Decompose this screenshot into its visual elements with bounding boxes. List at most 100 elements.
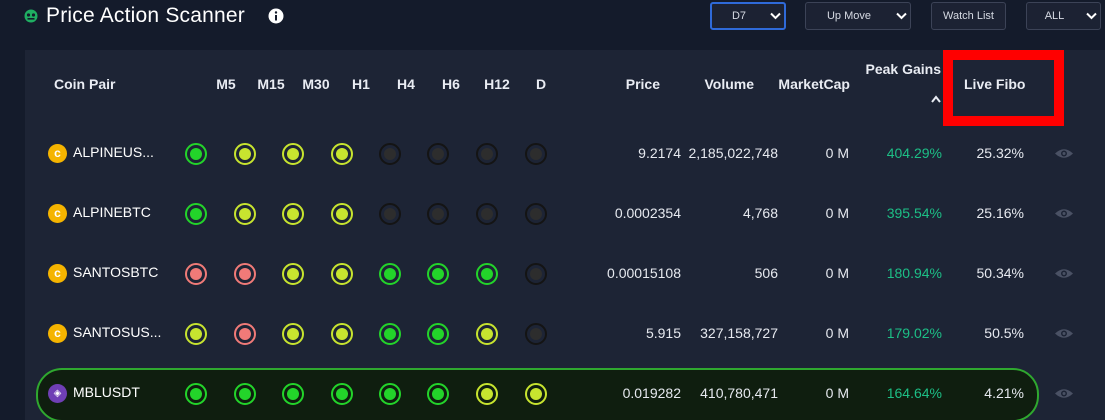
col-volume[interactable]: Volume <box>704 76 754 92</box>
signal-dot-h4 <box>379 383 401 405</box>
signal-dot-h1 <box>331 203 353 225</box>
coin-pair-label[interactable]: SANTOSUS... <box>73 324 162 340</box>
filter-select-value: ALL <box>1044 10 1065 22</box>
chevron-down-icon <box>766 12 784 20</box>
signal-dot-h12 <box>476 323 498 345</box>
signal-dot-m5 <box>185 263 207 285</box>
signal-dot-h6 <box>427 383 449 405</box>
peak-gains-cell: 179.02% <box>886 325 942 341</box>
signal-dot-m5 <box>185 323 207 345</box>
filter-select[interactable]: ALL <box>1026 2 1101 30</box>
col-m5[interactable]: M5 <box>216 76 236 92</box>
col-h12[interactable]: H12 <box>484 76 510 92</box>
coin-icon <box>48 204 67 223</box>
price-cell: 5.915 <box>645 325 681 341</box>
coin-icon <box>48 384 67 403</box>
col-marketcap[interactable]: MarketCap <box>778 76 850 92</box>
timeframe-select-value: D7 <box>731 10 747 22</box>
signal-dot-h12 <box>476 203 498 225</box>
coin-pair-label[interactable]: ALPINEUS... <box>73 144 154 160</box>
eye-icon[interactable] <box>1054 267 1074 280</box>
signal-dot-h1 <box>331 323 353 345</box>
signal-dot-m5 <box>185 143 207 165</box>
volume-cell: 410,780,471 <box>700 385 778 401</box>
signal-dot-h4 <box>379 323 401 345</box>
col-h4[interactable]: H4 <box>397 76 415 92</box>
signal-dot-h1 <box>331 383 353 405</box>
price-cell: 0.00015108 <box>607 265 681 281</box>
signal-dot-m30 <box>282 323 304 345</box>
peak-gains-cell: 180.94% <box>886 265 942 281</box>
col-d[interactable]: D <box>535 76 547 92</box>
signal-dot-h12 <box>476 143 498 165</box>
signal-dot-d <box>525 383 547 405</box>
table-row[interactable]: ALPINEUS... 9.2174 2,185,022,748 0 M 404.29%… <box>25 123 1105 183</box>
col-m15[interactable]: M15 <box>257 76 285 92</box>
price-cell: 0.019282 <box>622 385 681 401</box>
signal-dot-m15 <box>234 323 256 345</box>
table-row[interactable]: ALPINEBTC 0.0002354 4,768 0 M 395.54% 25.16% <box>25 183 1105 243</box>
signal-dot-h12 <box>476 263 498 285</box>
price-cell: 9.2174 <box>638 145 681 161</box>
peak-gains-cell: 395.54% <box>886 205 942 221</box>
page-title: Price Action Scanner <box>46 4 245 27</box>
signal-dot-m15 <box>234 263 256 285</box>
marketcap-cell: 0 M <box>825 205 849 221</box>
peak-gains-cell: 164.64% <box>886 385 942 401</box>
scanner-table <box>25 50 1105 420</box>
eye-icon[interactable] <box>1054 207 1074 220</box>
coin-pair-label[interactable]: ALPINEBTC <box>73 204 151 220</box>
signal-dot-d <box>525 143 547 165</box>
signal-dot-m15 <box>234 143 256 165</box>
marketcap-cell: 0 M <box>825 145 849 161</box>
chevron-down-icon <box>1082 12 1100 20</box>
signal-dot-m30 <box>282 383 304 405</box>
signal-dot-d <box>525 203 547 225</box>
col-coin-pair[interactable]: Coin Pair <box>54 76 116 92</box>
logo-icon <box>24 9 38 23</box>
volume-cell: 327,158,727 <box>700 325 778 341</box>
coin-pair-label[interactable]: SANTOSBTC <box>73 264 159 280</box>
marketcap-cell: 0 M <box>825 385 849 401</box>
signal-dot-m30 <box>282 263 304 285</box>
table-row[interactable]: SANTOSBTC 0.00015108 506 0 M 180.94% 50.34% <box>25 243 1105 303</box>
signal-dot-h12 <box>476 383 498 405</box>
col-h1[interactable]: H1 <box>352 76 370 92</box>
signal-dot-h6 <box>427 143 449 165</box>
live-fibo-cell: 50.5% <box>984 325 1024 341</box>
coin-icon <box>48 144 67 163</box>
chevron-down-icon <box>892 12 910 20</box>
eye-icon[interactable] <box>1054 147 1074 160</box>
signal-dot-h6 <box>427 203 449 225</box>
table-row[interactable]: SANTOSUS... 5.915 327,158,727 0 M 179.02% 50.… <box>25 303 1105 363</box>
volume-cell: 4,768 <box>742 205 778 221</box>
signal-dot-m30 <box>282 203 304 225</box>
watchlist-button[interactable]: Watch List <box>931 2 1006 30</box>
move-select[interactable]: Up Move <box>805 2 911 30</box>
signal-dot-d <box>525 263 547 285</box>
live-fibo-cell: 25.16% <box>976 205 1024 221</box>
eye-icon[interactable] <box>1054 327 1074 340</box>
coin-pair-label[interactable]: MBLUSDT <box>73 384 140 400</box>
col-live-fibo[interactable]: Live Fibo <box>964 76 1026 92</box>
col-price[interactable]: Price <box>625 76 660 92</box>
col-h6[interactable]: H6 <box>442 76 460 92</box>
coin-icon <box>48 264 67 283</box>
table-row[interactable]: MBLUSDT 0.019282 410,780,471 0 M 164.64% 4.21… <box>25 363 1105 420</box>
signal-dot-m15 <box>234 383 256 405</box>
eye-icon[interactable] <box>1054 387 1074 400</box>
info-icon[interactable] <box>268 8 284 24</box>
signal-dot-m15 <box>234 203 256 225</box>
header: Price Action Scanner D7 Up Move Watch Li… <box>0 0 1105 40</box>
signal-dot-h6 <box>427 323 449 345</box>
signal-dot-m5 <box>185 383 207 405</box>
col-peak-gains[interactable]: Peak Gains <box>865 61 942 77</box>
highlight-box <box>943 50 1064 126</box>
signal-dot-h4 <box>379 203 401 225</box>
col-m30[interactable]: M30 <box>302 76 330 92</box>
sort-ascending-icon[interactable] <box>930 94 942 104</box>
timeframe-select[interactable]: D7 <box>710 2 786 30</box>
peak-gains-cell: 404.29% <box>886 145 942 161</box>
signal-dot-m30 <box>282 143 304 165</box>
live-fibo-cell: 4.21% <box>984 385 1024 401</box>
